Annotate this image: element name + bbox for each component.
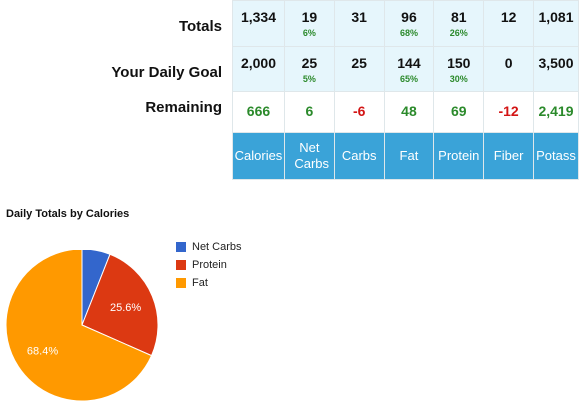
header-row: Calories Net Carbs Carbs Fat Protein Fib… bbox=[232, 132, 579, 180]
remaining-cell-fiber: -12 bbox=[483, 91, 534, 133]
legend-item-protein: Protein bbox=[176, 256, 242, 274]
goal-cell-calories: 2,000 bbox=[232, 46, 285, 92]
column-header-fiber: Fiber bbox=[483, 132, 534, 180]
nutrition-totals-table: 1,334 19 6% 31 96 68% 81 26% 12 1,081 2,000… bbox=[232, 0, 579, 180]
daily-goal-row-label: Your Daily Goal bbox=[111, 64, 222, 81]
legend-swatch-net-carbs bbox=[176, 242, 186, 252]
goal-cell-protein: 150 30% bbox=[433, 46, 485, 92]
totals-row-label: Totals bbox=[178, 18, 222, 35]
calories-pie-chart: 25.6% 68.4% bbox=[5, 250, 159, 402]
goal-cell-net-carbs: 25 5% bbox=[283, 46, 335, 92]
pie-label-fat: 68.4% bbox=[27, 346, 58, 358]
legend-item-net-carbs: Net Carbs bbox=[176, 238, 242, 256]
total-cell-protein: 81 26% bbox=[433, 0, 485, 47]
total-cell-net-carbs: 19 6% bbox=[283, 0, 335, 47]
legend-swatch-fat bbox=[176, 278, 186, 288]
goal-cell-fiber: 0 bbox=[483, 46, 534, 92]
total-cell-fat: 96 68% bbox=[383, 0, 435, 47]
column-header-fat: Fat bbox=[383, 132, 435, 180]
remaining-row-label: Remaining bbox=[145, 99, 222, 116]
legend-item-fat: Fat bbox=[176, 274, 242, 292]
remaining-cell-fat: 48 bbox=[383, 91, 435, 133]
pie-label-protein: 25.6% bbox=[110, 302, 141, 314]
total-cell-calories: 1,334 bbox=[232, 0, 285, 47]
legend-label-net-carbs: Net Carbs bbox=[192, 241, 242, 253]
column-header-calories: Calories bbox=[232, 132, 285, 180]
column-header-protein: Protein bbox=[433, 132, 485, 180]
pie-slice-fat bbox=[5, 250, 153, 402]
remaining-cell-calories: 666 bbox=[232, 91, 285, 133]
remaining-cell-net-carbs: 6 bbox=[283, 91, 335, 133]
chart-title: Daily Totals by Calories bbox=[6, 208, 130, 220]
legend-swatch-protein bbox=[176, 260, 186, 270]
goal-row: 2,000 25 5% 25 144 65% 150 30% 0 3,500 bbox=[232, 46, 579, 92]
remaining-row: 666 6 -6 48 69 -12 2,419 bbox=[232, 91, 579, 133]
goal-cell-fat: 144 65% bbox=[383, 46, 435, 92]
pie-slice-protein bbox=[81, 253, 159, 357]
total-cell-potassium: 1,081 bbox=[533, 0, 579, 47]
goal-cell-carbs: 25 bbox=[333, 46, 385, 92]
totals-row: 1,334 19 6% 31 96 68% 81 26% 12 1,081 bbox=[232, 0, 579, 47]
total-cell-fiber: 12 bbox=[483, 0, 534, 47]
column-header-potassium: Potass bbox=[533, 132, 579, 180]
column-header-carbs: Carbs bbox=[333, 132, 385, 180]
remaining-cell-protein: 69 bbox=[433, 91, 485, 133]
column-header-net-carbs: Net Carbs bbox=[283, 132, 335, 180]
legend-label-protein: Protein bbox=[192, 259, 227, 271]
chart-legend: Net Carbs Protein Fat bbox=[176, 238, 242, 292]
legend-label-fat: Fat bbox=[192, 277, 208, 289]
remaining-cell-carbs: -6 bbox=[333, 91, 385, 133]
remaining-cell-potassium: 2,419 bbox=[533, 91, 579, 133]
goal-cell-potassium: 3,500 bbox=[533, 46, 579, 92]
total-cell-carbs: 31 bbox=[333, 0, 385, 47]
